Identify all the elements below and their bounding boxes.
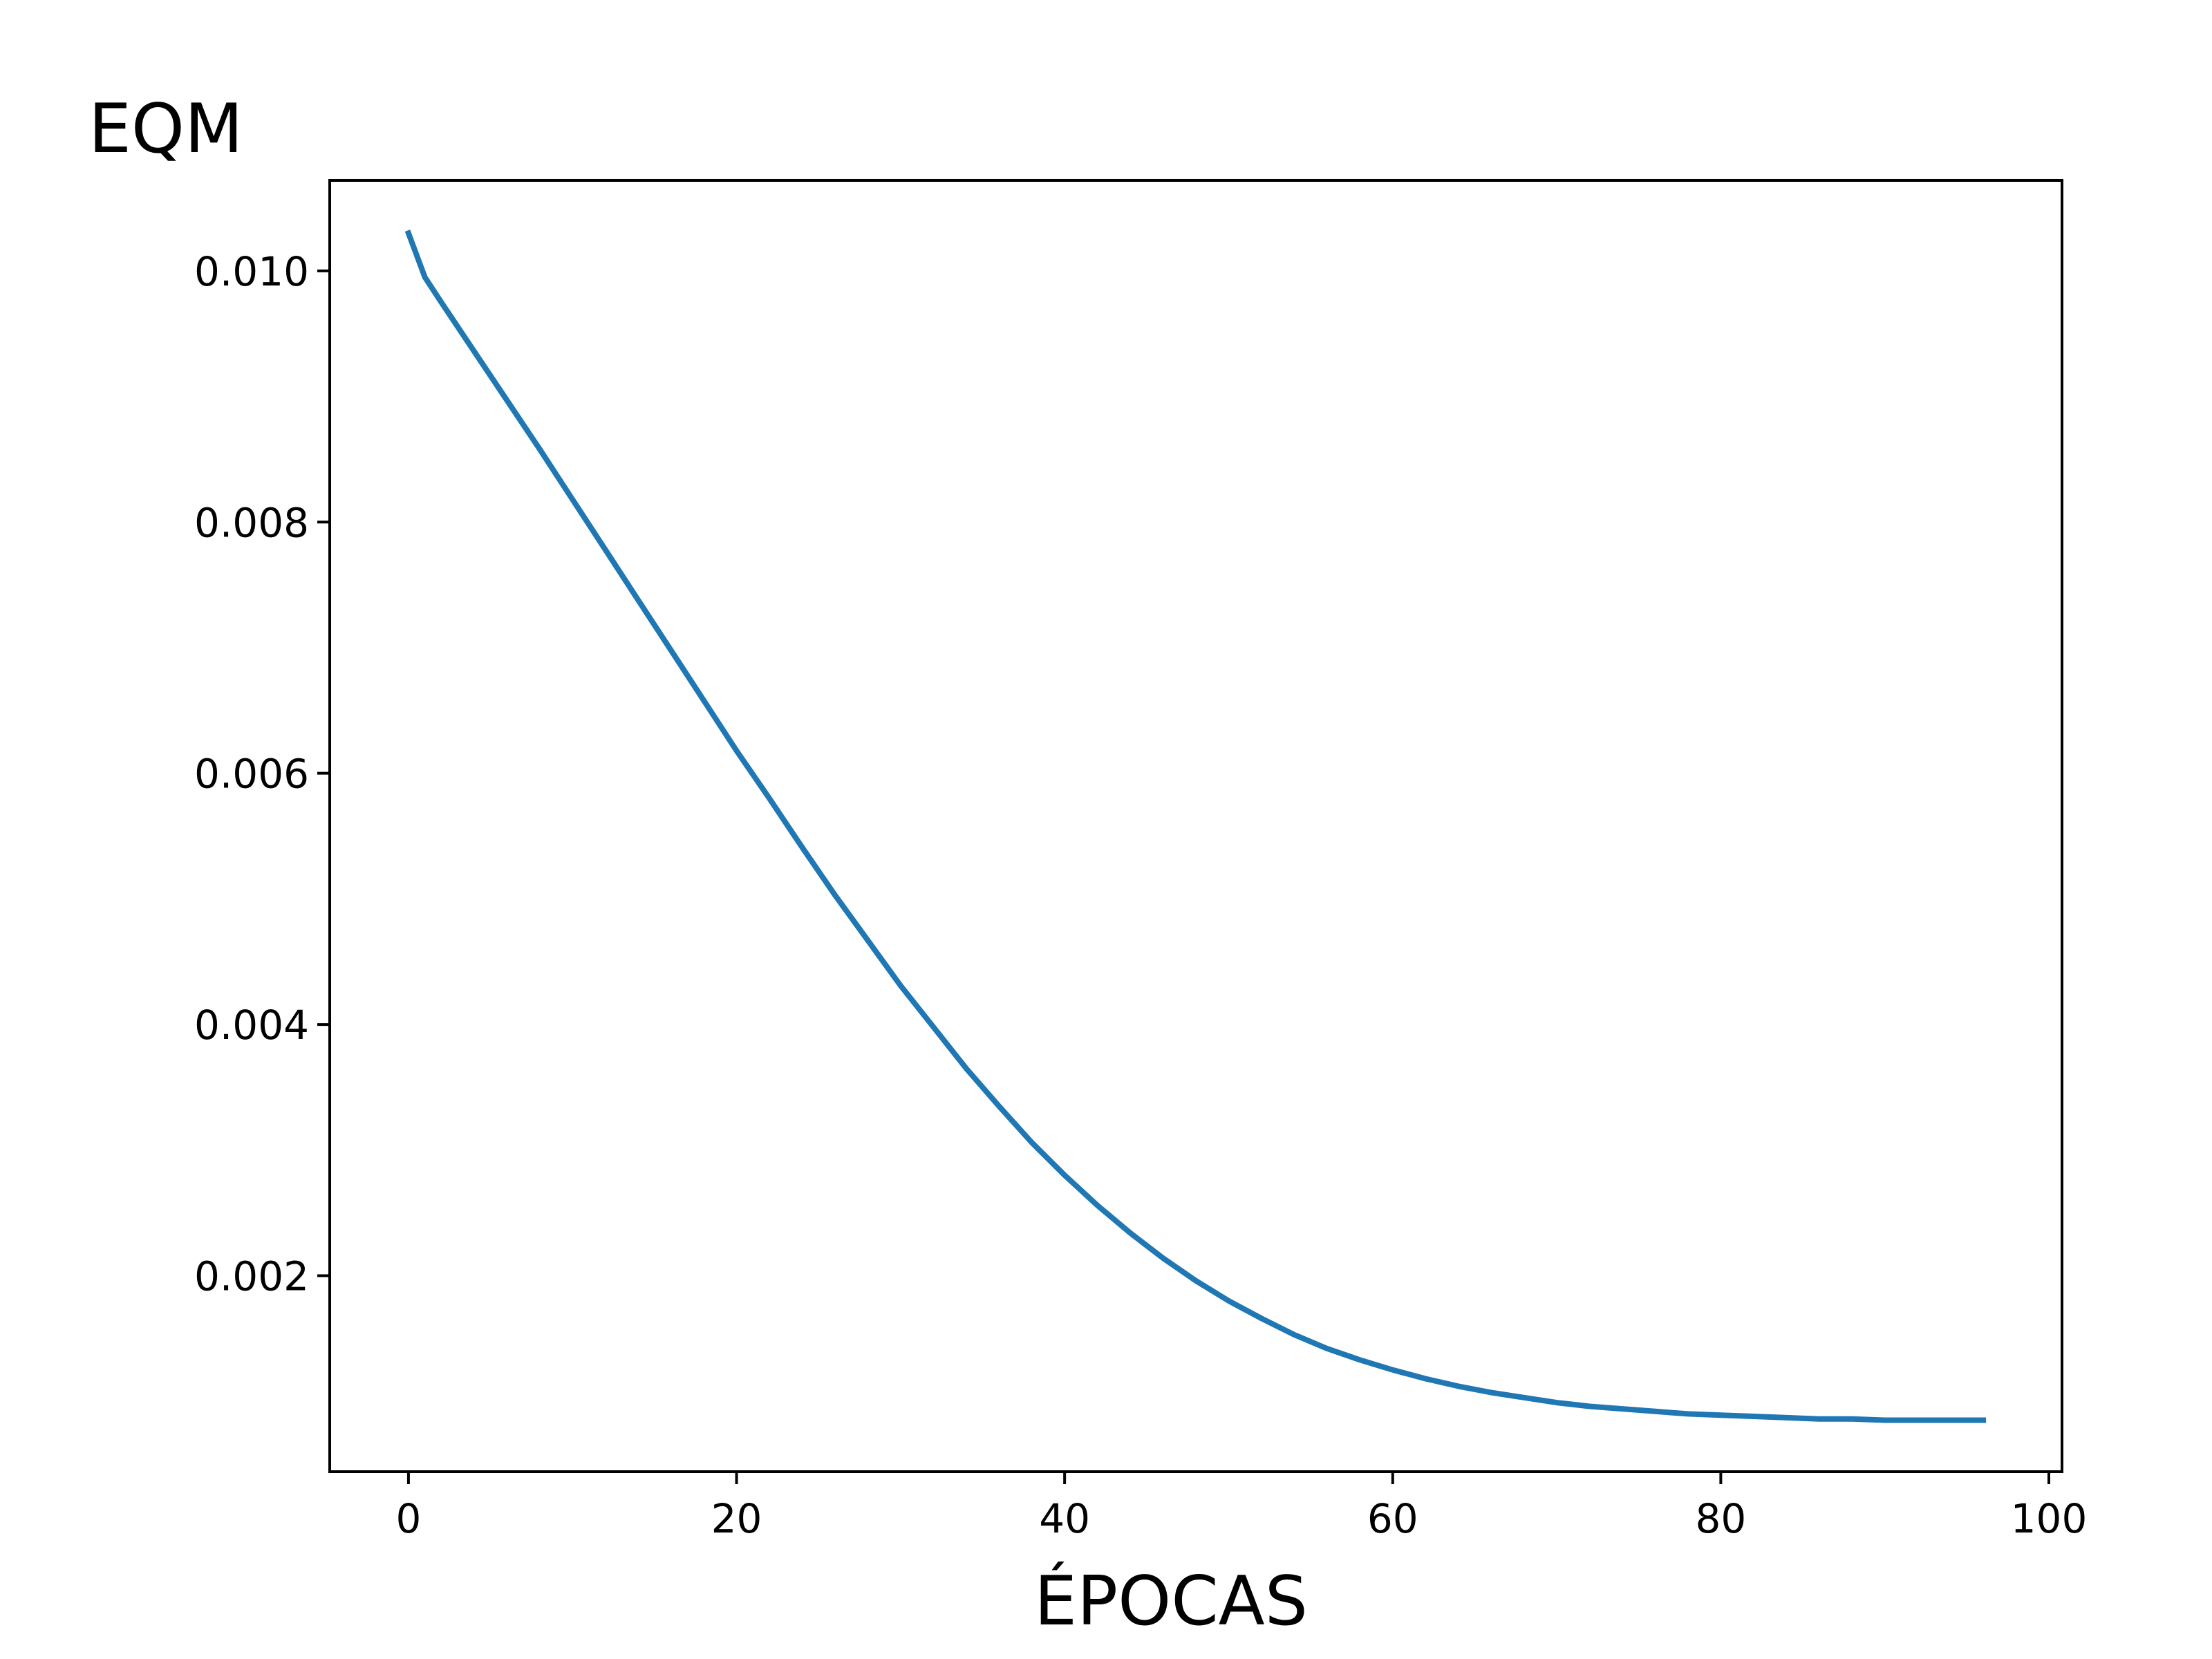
x-axis-title: ÉPOCAS (1034, 1562, 1308, 1641)
y-tick-label: 0.004 (194, 1002, 309, 1049)
y-tick-label: 0.010 (194, 248, 309, 295)
x-tick-label: 80 (1695, 1495, 1746, 1542)
x-tick-label: 40 (1039, 1495, 1090, 1542)
x-tick-label: 100 (2011, 1495, 2088, 1542)
x-tick-label: 20 (711, 1495, 762, 1542)
y-axis-title: EQM (88, 90, 243, 169)
y-tick-label: 0.002 (194, 1253, 309, 1300)
plot-area (328, 179, 2063, 1473)
y-tick-label: 0.006 (194, 751, 309, 798)
y-tick-label: 0.008 (194, 499, 309, 546)
ticks-layer: 0 20 40 60 80 100 0.002 0.004 0.006 0.008 0.010 (194, 248, 2087, 1542)
x-tick-label: 60 (1367, 1495, 1418, 1542)
x-tick-label: 0 (395, 1495, 421, 1542)
series-line (404, 229, 1987, 1423)
